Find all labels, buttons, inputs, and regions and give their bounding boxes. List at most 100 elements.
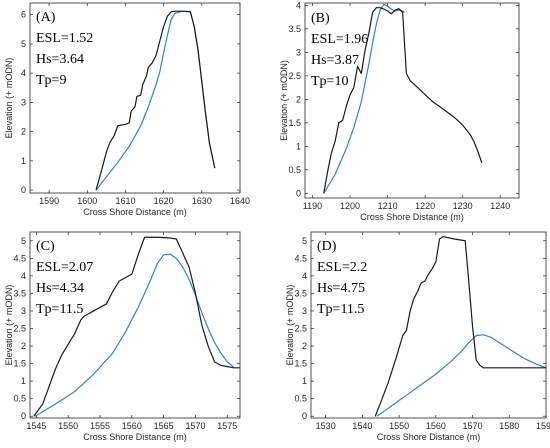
y-tick-label: 0.5 bbox=[288, 165, 301, 175]
annotation-3: Tp=11.5 bbox=[317, 302, 364, 317]
y-tick-label: 3 bbox=[296, 47, 301, 57]
y-axis-label: Elevation (+ mODN) bbox=[4, 285, 14, 366]
y-tick-label: 3 bbox=[21, 306, 26, 316]
chart-panel-4: 1530 1540 1550 1560 1570 1580 1590 0 0.5 1 1.5 2 2.5… bbox=[285, 231, 550, 442]
x-tick-label: 1570 bbox=[463, 421, 483, 431]
y-tick-label: 0 bbox=[21, 185, 26, 195]
x-tick-label: 1550 bbox=[389, 421, 409, 431]
y-tick-label: 3 bbox=[21, 97, 26, 107]
y-tick-label: 6 bbox=[21, 10, 26, 20]
x-axis-label: Cross Shore Distance (m) bbox=[360, 212, 464, 222]
x-tick-label: 1590 bbox=[39, 196, 59, 206]
panel-label: (B) bbox=[311, 11, 330, 26]
y-tick-label: 1.5 bbox=[288, 118, 301, 128]
annotation-3: Tp=10 bbox=[311, 74, 348, 89]
x-tick-label: 1200 bbox=[340, 201, 360, 211]
x-tick-label: 1590 bbox=[536, 421, 550, 431]
x-axis-label: Cross Shore Distance (m) bbox=[83, 207, 187, 217]
y-tick-label: 0 bbox=[296, 188, 301, 198]
y-axis-label: Elevation (+ mODN) bbox=[285, 285, 295, 366]
y-tick-label: 2.5 bbox=[13, 324, 26, 334]
x-tick-label: 1560 bbox=[122, 421, 142, 431]
y-tick-label: 1 bbox=[21, 376, 26, 386]
y-tick-label: 4.5 bbox=[294, 253, 307, 263]
y-tick-label: 4 bbox=[296, 0, 301, 10]
x-tick-label: 1560 bbox=[426, 421, 446, 431]
y-tick-label: 4 bbox=[302, 271, 307, 281]
y-tick-label: 1 bbox=[21, 156, 26, 166]
y-axis-label: Elevation (+ mODN) bbox=[4, 58, 14, 139]
y-tick-label: 3.5 bbox=[294, 288, 307, 298]
annotation-3: Tp=9 bbox=[36, 73, 66, 88]
x-tick-label: 1620 bbox=[154, 196, 174, 206]
y-tick-label: 4.5 bbox=[13, 253, 26, 263]
x-axis-label: Cross Shore Distance (m) bbox=[377, 432, 481, 442]
y-tick-label: 2.5 bbox=[294, 324, 307, 334]
y-tick-label: 1.5 bbox=[13, 359, 26, 369]
x-tick-label: 1630 bbox=[192, 196, 212, 206]
x-tick-label: 1610 bbox=[115, 196, 135, 206]
annotation-1: ESL=1.52 bbox=[36, 31, 93, 46]
y-tick-label: 0 bbox=[302, 411, 307, 421]
y-tick-label: 3.5 bbox=[13, 288, 26, 298]
x-tick-label: 1600 bbox=[77, 196, 97, 206]
y-axis-label: Elevation (+ mODN) bbox=[279, 60, 289, 141]
y-tick-label: 4 bbox=[21, 271, 26, 281]
profile-line-blue bbox=[323, 3, 405, 194]
chart-panel-3: 1545 1550 1555 1560 1565 1570 1575 0 0.5 1 1.5 2 2.5… bbox=[4, 231, 241, 442]
panel-label: (A) bbox=[36, 10, 56, 25]
x-tick-label: 1210 bbox=[378, 201, 398, 211]
profile-line-black bbox=[95, 10, 216, 191]
panel-label: (C) bbox=[36, 239, 55, 254]
y-tick-label: 5 bbox=[21, 236, 26, 246]
y-tick-label: 2 bbox=[21, 127, 26, 137]
annotation-3: Tp=11.5 bbox=[36, 302, 83, 317]
y-tick-label: 0.5 bbox=[294, 394, 307, 404]
x-tick-label: 1545 bbox=[26, 421, 46, 431]
plot-frame bbox=[304, 2, 520, 199]
chart-panel-2: 1190 1200 1210 1220 1230 1240 0 0.5 1 1.5 2 2.5 3 3.5… bbox=[279, 0, 520, 222]
x-tick-label: 1565 bbox=[154, 421, 174, 431]
profile-line-black bbox=[323, 7, 483, 194]
y-tick-label: 2 bbox=[302, 341, 307, 351]
y-tick-label: 2.5 bbox=[288, 71, 301, 81]
x-axis-label: Cross Shore Distance (m) bbox=[83, 432, 187, 442]
x-tick-label: 1240 bbox=[490, 201, 510, 211]
y-tick-label: 1 bbox=[302, 376, 307, 386]
x-tick-label: 1220 bbox=[415, 201, 435, 211]
profile-line-blue bbox=[34, 253, 235, 417]
annotation-1: ESL=2.2 bbox=[317, 260, 367, 275]
y-tick-label: 5 bbox=[21, 39, 26, 49]
y-tick-label: 3.5 bbox=[288, 24, 301, 34]
y-tick-label: 0.5 bbox=[13, 394, 26, 404]
x-tick-label: 1190 bbox=[303, 201, 322, 211]
y-tick-label: 4 bbox=[21, 68, 26, 78]
annotation-2: Hs=3.64 bbox=[36, 52, 84, 67]
x-tick-label: 1640 bbox=[230, 196, 250, 206]
annotation-1: ESL=2.07 bbox=[36, 260, 93, 275]
y-tick-label: 2 bbox=[21, 341, 26, 351]
plot-frame bbox=[29, 2, 241, 194]
annotation-2: Hs=4.34 bbox=[36, 281, 84, 296]
chart-panel-1: 1590 1600 1610 1620 1630 1640 0 1 2 3 4 5 6 Cross Sho… bbox=[4, 2, 250, 217]
y-tick-label: 0 bbox=[21, 411, 26, 421]
y-tick-label: 2 bbox=[296, 94, 301, 104]
annotation-2: Hs=3.87 bbox=[311, 53, 359, 68]
x-tick-label: 1530 bbox=[316, 421, 336, 431]
y-tick-label: 1.5 bbox=[294, 359, 307, 369]
x-tick-label: 1570 bbox=[185, 421, 205, 431]
profile-line-blue bbox=[376, 334, 546, 417]
profile-line-black bbox=[374, 235, 546, 417]
profile-line-black bbox=[33, 236, 240, 417]
annotation-1: ESL=1.96 bbox=[311, 32, 368, 47]
x-tick-label: 1555 bbox=[90, 421, 110, 431]
x-tick-label: 1580 bbox=[499, 421, 519, 431]
y-tick-label: 5 bbox=[302, 236, 307, 246]
plot-frame bbox=[310, 231, 547, 419]
x-tick-label: 1550 bbox=[58, 421, 78, 431]
x-tick-label: 1230 bbox=[453, 201, 473, 211]
panel-label: (D) bbox=[317, 239, 337, 254]
y-tick-label: 3 bbox=[302, 306, 307, 316]
x-tick-label: 1540 bbox=[352, 421, 372, 431]
